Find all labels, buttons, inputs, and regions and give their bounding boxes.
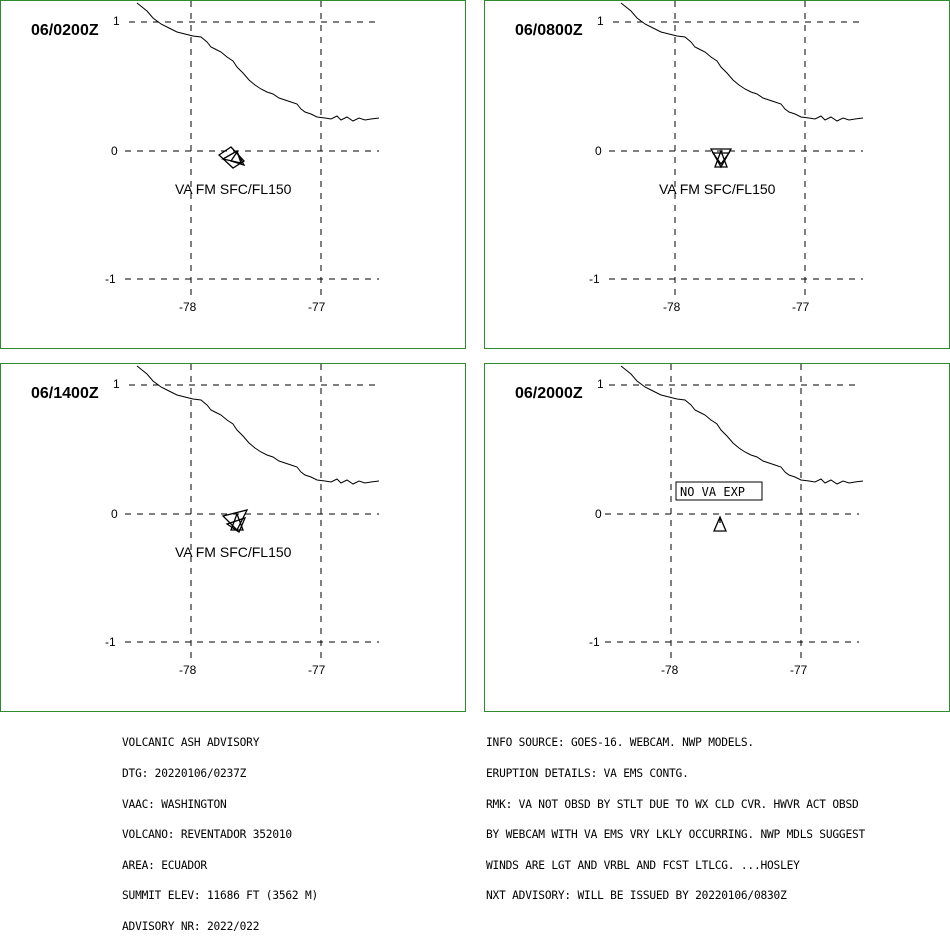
coastline — [136, 2, 380, 122]
ash-symbol — [221, 509, 249, 533]
ash-symbol — [217, 146, 246, 169]
map-panel-4: NO VA EXP 06/2000Z 1 0 -1 -78 -77 — [484, 363, 950, 712]
lat-tick-label: 0 — [595, 507, 602, 521]
advisory-line: SUMMIT ELEV: 11686 FT (3562 M) — [122, 889, 319, 903]
lat-tick-label: 0 — [111, 144, 118, 158]
map-canvas-4: NO VA EXP 06/2000Z 1 0 -1 -78 -77 — [515, 364, 864, 677]
lon-tick-label: -77 — [308, 300, 326, 314]
advisory-line: DTG: 20220106/0237Z — [122, 767, 247, 780]
advisory-line: INFO SOURCE: GOES-16. WEBCAM. NWP MODELS… — [486, 736, 754, 750]
map-canvas-3: 06/1400Z 1 0 -1 -78 -77 VA FM SFC/FL150 — [31, 364, 380, 677]
coastline — [620, 2, 864, 122]
valid-time-label: 06/0200Z — [31, 22, 99, 39]
ash-symbol — [709, 148, 733, 169]
volcano-symbol — [713, 515, 727, 532]
advisory-line: RMK: VA NOT OBSD BY STLT DUE TO WX CLD C… — [486, 797, 859, 811]
lon-tick-label: -78 — [179, 663, 197, 677]
ash-layer-label: VA FM SFC/FL150 — [175, 181, 292, 197]
ash-layer-label: VA FM SFC/FL150 — [175, 544, 292, 560]
valid-time-label: 06/2000Z — [515, 385, 583, 402]
advisory-line: BY WEBCAM WITH VA EMS VRY LKLY OCCURRING… — [486, 828, 866, 842]
no-va-exp-label: NO VA EXP — [680, 485, 745, 499]
advisory-line: NXT ADVISORY: WILL BE ISSUED BY 20220106… — [486, 889, 787, 903]
ash-layer-label: VA FM SFC/FL150 — [659, 181, 776, 197]
lon-tick-label: -78 — [663, 300, 681, 314]
lat-tick-label: -1 — [105, 272, 116, 286]
map-panel-1: 06/0200Z 1 0 -1 -78 -77 VA FM SFC/FL150 — [0, 0, 466, 349]
advisory-line: ADVISORY NR: 2022/022 — [122, 919, 260, 933]
advisory-line: VAAC: WASHINGTON — [122, 797, 227, 811]
map-canvas-2: 06/0800Z 1 0 -1 -78 -77 VA FM SFC/FL150 — [515, 1, 864, 314]
lat-tick-label: 1 — [113, 14, 120, 28]
lon-tick-label: -77 — [792, 300, 810, 314]
lon-tick-label: -77 — [308, 663, 326, 677]
advisory-line: AREA: ECUADOR — [122, 858, 207, 872]
lon-tick-label: -78 — [179, 300, 197, 314]
advisory-remarks-block: INFO SOURCE: GOES-16. WEBCAM. NWP MODELS… — [486, 718, 865, 912]
lat-tick-label: 1 — [597, 377, 604, 391]
advisory-header-block: VOLCANIC ASH ADVISORY DTG: 20220106/0237… — [122, 718, 318, 942]
lat-tick-label: -1 — [589, 272, 600, 286]
lat-tick-label: 1 — [113, 377, 120, 391]
lon-tick-label: -77 — [790, 663, 808, 677]
no-va-exp-box — [675, 481, 763, 501]
lat-tick-label: 0 — [595, 144, 602, 158]
lon-tick-label: -78 — [661, 663, 679, 677]
lat-tick-label: 0 — [111, 507, 118, 521]
coastline — [620, 365, 864, 485]
map-panel-2: 06/0800Z 1 0 -1 -78 -77 VA FM SFC/FL150 — [484, 0, 950, 349]
valid-time-label: 06/0800Z — [515, 22, 583, 39]
advisory-line: ERUPTION DETAILS: VA EMS CONTG. — [486, 767, 689, 780]
lat-tick-label: 1 — [597, 14, 604, 28]
map-canvas-1: 06/0200Z 1 0 -1 -78 -77 VA FM SFC/FL150 — [31, 1, 380, 314]
valid-time-label: 06/1400Z — [31, 385, 99, 402]
advisory-line: WINDS ARE LGT AND VRBL AND FCST LTLCG. .… — [486, 858, 800, 872]
advisory-line: VOLCANO: REVENTADOR 352010 — [122, 828, 292, 842]
coastline — [136, 365, 380, 485]
lat-tick-label: -1 — [589, 635, 600, 649]
lat-tick-label: -1 — [105, 635, 116, 649]
advisory-line: VOLCANIC ASH ADVISORY — [122, 736, 260, 750]
map-panel-3: 06/1400Z 1 0 -1 -78 -77 VA FM SFC/FL150 — [0, 363, 466, 712]
